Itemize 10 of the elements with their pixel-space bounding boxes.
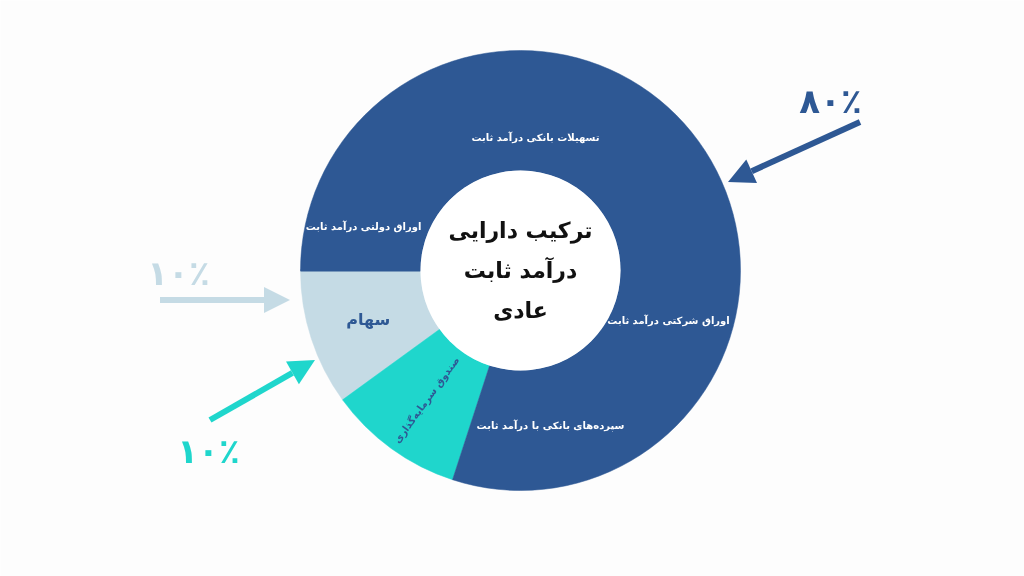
slice-label: صندوق سرمایه‌گذاری [390,354,463,446]
text: تسهیلات بانکی درآمد ثابت [471,131,600,144]
text: سپرده‌های بانکی با درآمد ثابت [476,419,625,432]
text: ترکیب دارایی درآمد ثابت عادی [448,218,593,323]
text: ۱۰٪ [147,252,210,293]
text: اوراق دولتی درآمد ثابت [305,220,422,233]
slice-label: سهام [346,310,391,330]
text: ۸۰٪ [799,80,862,121]
text: ۱۰٪ [177,430,240,471]
text: اوراق شرکتی درآمد ثابت [607,314,730,327]
